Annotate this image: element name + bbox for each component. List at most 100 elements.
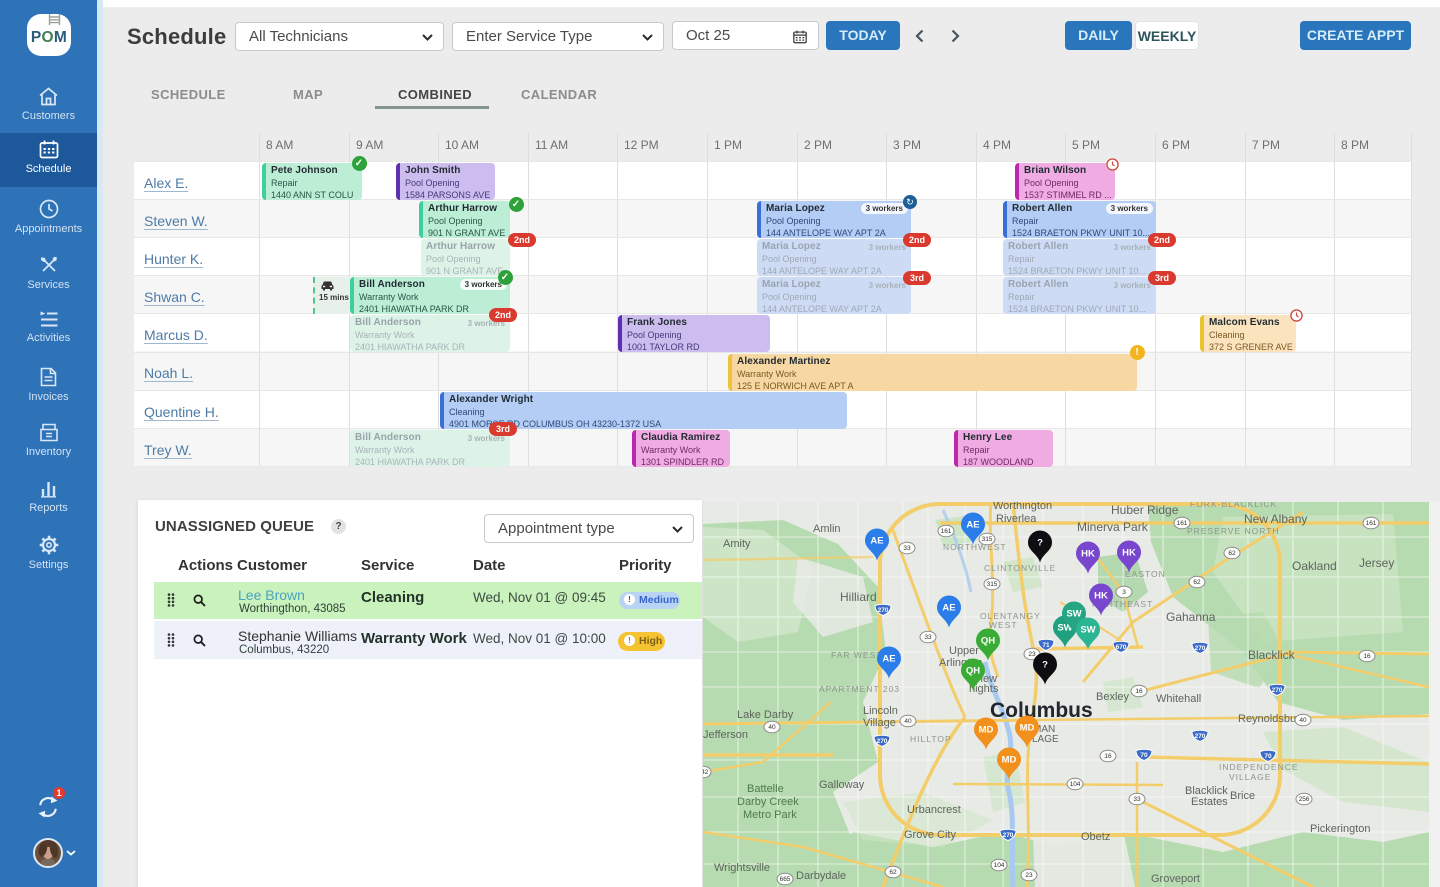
svg-text:315: 315 [987,581,998,588]
svg-text:Bexley: Bexley [1096,691,1130,703]
svg-text:62: 62 [889,869,897,876]
svg-text:23: 23 [1028,651,1036,658]
svg-text:PRESERVE NORTH: PRESERVE NORTH [1187,526,1280,536]
svg-text:HK: HK [1122,548,1136,559]
svg-text:Groveport: Groveport [1151,873,1200,885]
svg-text:71: 71 [1042,642,1050,649]
svg-text:Amlin: Amlin [813,523,841,535]
svg-text:FAR WEST: FAR WEST [831,650,882,660]
svg-text:142: 142 [703,769,709,776]
svg-text:33: 33 [1133,796,1141,803]
svg-text:Amity: Amity [723,538,751,550]
svg-text:Columbus: Columbus [990,699,1093,722]
svg-text:270: 270 [877,738,888,745]
svg-text:MAN: MAN [1033,724,1055,735]
svg-text:Upper: Upper [949,645,979,657]
svg-text:Hilliard: Hilliard [840,590,877,604]
svg-text:665: 665 [780,876,791,883]
svg-text:Jefferson: Jefferson [703,729,748,741]
svg-text:Obetz: Obetz [1081,831,1110,843]
svg-text:QH: QH [966,666,980,677]
svg-text:23: 23 [1025,872,1033,879]
svg-text:Estates: Estates [1191,796,1228,808]
svg-text:Gahanna: Gahanna [1166,610,1216,624]
svg-text:256: 256 [1299,796,1310,803]
svg-text:40: 40 [1299,717,1307,724]
svg-text:Battelle: Battelle [747,783,784,795]
svg-text:Darby Creek: Darby Creek [737,796,799,808]
svg-text:HILLTOP: HILLTOP [910,734,952,744]
svg-text:AE: AE [882,654,895,665]
svg-text:104: 104 [1070,781,1081,788]
svg-text:New Albany: New Albany [1244,512,1307,526]
svg-text:AE: AE [870,536,883,547]
svg-text:MD: MD [1002,755,1017,766]
svg-text:SW: SW [1080,625,1095,636]
svg-text:270: 270 [1195,645,1206,652]
svg-text:Reynoldsburg: Reynoldsburg [1238,713,1306,725]
svg-text:Lake Darby: Lake Darby [737,709,794,721]
svg-text:16: 16 [1104,753,1112,760]
svg-text:Galloway: Galloway [819,779,865,791]
svg-text:AE: AE [966,520,979,531]
svg-text:33: 33 [903,545,911,552]
svg-text:?: ? [1042,660,1048,671]
svg-text:AE: AE [942,603,955,614]
svg-text:Blacklick: Blacklick [1185,785,1228,797]
svg-text:Grove City: Grove City [904,829,956,841]
svg-text:WEST: WEST [989,620,1018,630]
svg-text:70: 70 [1264,753,1272,760]
svg-text:40: 40 [904,718,912,725]
svg-text:INDEPENDENCE: INDEPENDENCE [1219,762,1299,772]
svg-text:Jersey: Jersey [1359,556,1394,570]
svg-text:3: 3 [1122,589,1126,596]
svg-text:Whitehall: Whitehall [1156,693,1201,705]
svg-text:QH: QH [981,636,995,647]
svg-text:270: 270 [1003,832,1014,839]
svg-text:70: 70 [1140,752,1148,759]
svg-text:Oakland: Oakland [1292,559,1337,573]
svg-text:APARTMENT 203: APARTMENT 203 [819,684,900,694]
svg-text:Riverlea: Riverlea [996,513,1037,525]
svg-text:LAGE: LAGE [1032,734,1059,745]
svg-text:Worthington: Worthington [993,502,1052,512]
svg-text:670: 670 [1116,644,1127,651]
svg-text:Brice: Brice [1230,790,1255,802]
svg-text:33: 33 [924,634,932,641]
svg-text:Huber Ridge: Huber Ridge [1111,503,1179,517]
svg-text:16: 16 [1363,653,1371,660]
svg-text:Wrightsville: Wrightsville [714,862,770,874]
svg-text:62: 62 [1228,550,1236,557]
svg-text:161: 161 [1177,520,1188,527]
svg-text:270: 270 [1272,687,1283,694]
svg-text:OLENTANGY: OLENTANGY [980,611,1041,621]
svg-text:CLINTONVILLE: CLINTONVILLE [984,563,1056,573]
svg-text:161: 161 [1366,520,1377,527]
svg-text:104: 104 [994,862,1005,869]
svg-text:Minerva Park: Minerva Park [1077,520,1149,534]
svg-text:Lincoln: Lincoln [863,705,898,717]
svg-text:HK: HK [1094,591,1108,602]
svg-text:Urbancrest: Urbancrest [907,804,961,816]
svg-text:Blacklick: Blacklick [1248,648,1296,662]
svg-text:161: 161 [941,528,952,535]
svg-text:HK: HK [1081,549,1095,560]
svg-text:EASTON: EASTON [1125,569,1166,579]
svg-text:NORTHWEST: NORTHWEST [943,542,1007,552]
svg-text:270: 270 [878,607,889,614]
svg-text:16: 16 [1135,688,1143,695]
svg-text:Pickerington: Pickerington [1310,823,1371,835]
svg-text:Metro Park: Metro Park [743,809,797,821]
svg-text:SW: SW [1057,623,1072,634]
svg-text:NORTHEAST: NORTHEAST [1092,599,1153,609]
svg-text:62: 62 [1193,579,1201,586]
svg-text:Darbydale: Darbydale [796,870,846,882]
svg-text:Village: Village [863,717,896,729]
svg-text:hights: hights [969,683,999,695]
svg-text:SW: SW [1066,609,1081,620]
svg-text:315: 315 [982,536,993,543]
svg-text:270: 270 [1195,733,1206,740]
svg-text:MD: MD [1020,723,1035,734]
svg-text:VILLAGE: VILLAGE [1229,772,1271,782]
svg-text:MD: MD [979,725,994,736]
